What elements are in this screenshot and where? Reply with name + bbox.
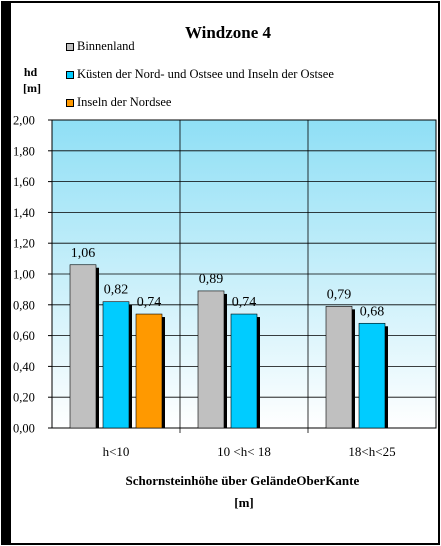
y-tick-label: 0,20	[13, 391, 35, 405]
data-labels: 1,06 0,82 0,74 0,89 0,74 0,79 0,68	[71, 246, 385, 320]
x-tick-label: h<10	[103, 444, 130, 459]
legend-item-inseln-nordsee: Inseln der Nordsee	[66, 95, 171, 110]
bar-value-label: 1,06	[71, 246, 96, 261]
x-tick-label: 18<h<25	[348, 444, 395, 459]
bar	[69, 264, 97, 429]
bar-value-label: 0,74	[232, 295, 257, 310]
bar-value-label: 0,74	[137, 295, 162, 310]
y-tick-label: 1,20	[13, 237, 35, 251]
legend-label: Binnenland	[77, 39, 135, 53]
bar	[135, 313, 163, 429]
y-tick-label: 0,60	[13, 329, 35, 343]
x-tick-label: 10 <h< 18	[217, 444, 271, 459]
legend-swatch-orange	[66, 98, 74, 107]
bar	[197, 290, 225, 429]
legend-swatch-cyan	[66, 70, 74, 79]
bar	[230, 313, 258, 429]
legend-label: Inseln der Nordsee	[77, 95, 172, 109]
x-tick-labels: h<10 10 <h< 18 18<h<25	[103, 444, 396, 459]
bars	[69, 264, 388, 429]
bar-value-label: 0,82	[104, 283, 129, 298]
legend-item-binnenland: Binnenland	[66, 39, 135, 54]
legend-item-kuesten: Küsten der Nord- und Ostsee und Inseln d…	[66, 67, 334, 82]
legend-label: Küsten der Nord- und Ostsee und Inseln d…	[77, 67, 334, 81]
bar-value-label: 0,89	[199, 272, 224, 287]
bar	[358, 322, 386, 429]
y-tick-label: 0,40	[13, 360, 35, 374]
x-axis-label: Schornsteinhöhe über GeländeOberKante [m…	[125, 473, 362, 510]
y-tick-label: 0,00	[13, 422, 35, 436]
left-edge-bar	[2, 2, 11, 544]
bar-value-label: 0,79	[327, 287, 352, 302]
legend-swatch-gray	[66, 42, 74, 51]
y-tick-label: 2,00	[13, 114, 35, 128]
bar	[102, 301, 130, 429]
y-tick-label: 0,80	[13, 298, 35, 312]
chart-title: Windzone 4	[185, 23, 272, 42]
y-axis-label: hd [m]	[23, 65, 41, 95]
bar	[325, 306, 353, 429]
y-tick-label: 1,60	[13, 175, 35, 189]
bar-value-label: 0,68	[360, 304, 385, 319]
y-tick-label: 1,40	[13, 206, 35, 220]
y-tick-labels: 0,00 0,20 0,40 0,60 0,80 1,00 1,20 1,40 1,60 1,80…	[13, 114, 35, 436]
y-tick-label: 1,00	[13, 268, 35, 282]
y-tick-label: 1,80	[13, 144, 35, 158]
